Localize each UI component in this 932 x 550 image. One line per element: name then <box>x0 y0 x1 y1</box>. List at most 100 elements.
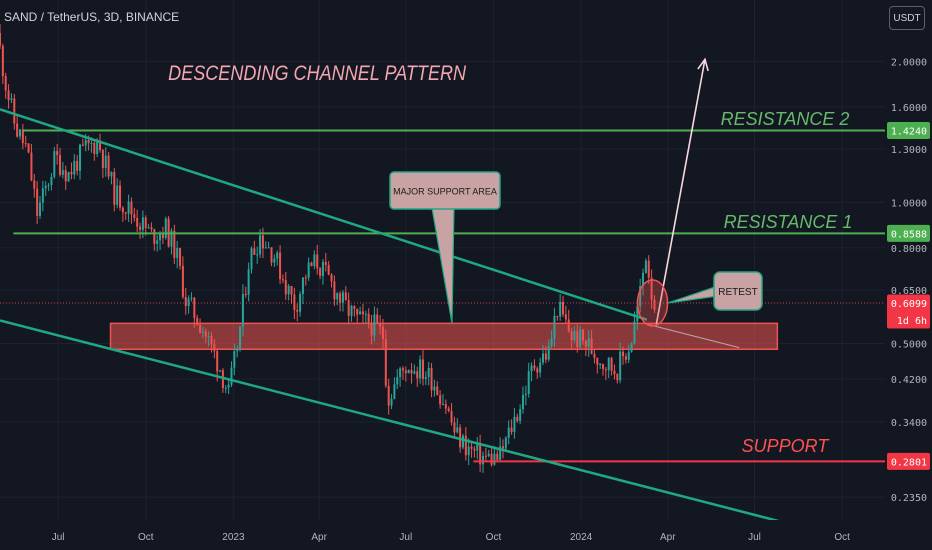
candle <box>476 437 479 460</box>
candle <box>47 183 50 192</box>
candle-body <box>59 155 62 175</box>
candle-body <box>593 353 596 358</box>
candle-body <box>347 300 350 316</box>
candle-body <box>424 377 427 379</box>
candle <box>41 180 44 212</box>
price-tick-label: 0.5000 <box>891 339 927 350</box>
candle <box>33 173 36 198</box>
channel-upper-line <box>0 108 648 321</box>
candle <box>613 364 616 380</box>
candle-body <box>644 260 647 273</box>
price-badge-label: 0.8588 <box>891 229 927 240</box>
candle-body <box>281 279 284 281</box>
candle-body <box>407 370 410 374</box>
candle-body <box>624 356 627 360</box>
candle-body <box>210 335 213 345</box>
candle <box>319 267 322 280</box>
candle <box>602 363 605 376</box>
candle-body <box>373 314 376 336</box>
candle-body <box>444 403 447 409</box>
candle <box>399 366 402 387</box>
candle <box>622 346 625 365</box>
candle <box>124 211 127 220</box>
candle-body <box>190 297 193 299</box>
candle-body <box>330 274 333 282</box>
candle-body <box>433 386 436 391</box>
candle-body <box>341 292 344 303</box>
candle-body <box>553 315 556 339</box>
time-tick-label: Jul <box>748 532 761 543</box>
candle <box>542 344 545 366</box>
candle-body <box>413 371 416 374</box>
candle <box>270 247 273 267</box>
candle-body <box>527 371 530 394</box>
candle <box>127 194 130 222</box>
candle <box>73 154 76 180</box>
candle-body <box>639 285 642 307</box>
candle <box>633 311 636 345</box>
candle <box>101 149 104 178</box>
candle-body <box>19 129 22 137</box>
candle <box>290 285 293 304</box>
price-badge <box>887 452 930 470</box>
candle-body <box>484 455 487 457</box>
candle <box>619 342 622 384</box>
candle <box>210 332 213 353</box>
candle-body <box>564 314 567 320</box>
price-tick-label: 0.3400 <box>891 418 927 429</box>
candle-body <box>427 368 430 378</box>
candle <box>1 43 4 84</box>
candle-body <box>587 338 590 347</box>
countdown-label: 1d 6h <box>897 316 927 327</box>
candle <box>473 445 476 458</box>
candle <box>573 326 576 344</box>
candle-body <box>579 329 582 348</box>
candle-body <box>384 339 387 386</box>
candle-body <box>421 359 424 379</box>
candle <box>67 171 70 183</box>
candle-body <box>73 160 76 175</box>
candle-body <box>336 293 339 300</box>
candle <box>484 447 487 461</box>
candle-body <box>293 294 296 310</box>
candle-body <box>653 299 656 310</box>
candle-body <box>90 142 93 144</box>
candle <box>281 274 284 284</box>
candle <box>653 295 656 313</box>
candle-body <box>279 252 282 280</box>
candle-body <box>576 331 579 348</box>
currency-button[interactable]: USDT <box>889 6 925 30</box>
candle-body <box>216 351 219 372</box>
candle-body <box>507 427 510 438</box>
time-tick-label: Apr <box>311 532 327 543</box>
candle-body <box>604 369 607 371</box>
candle-body <box>547 345 550 360</box>
candle-body <box>367 313 370 325</box>
retest-circle <box>636 279 669 327</box>
candle <box>330 273 333 288</box>
candle <box>584 340 587 357</box>
candle <box>396 369 399 390</box>
candle-body <box>513 416 516 433</box>
candle-body <box>156 240 159 244</box>
candle <box>36 181 39 225</box>
resistance-label: RESISTANCE 2 <box>721 109 850 129</box>
candle <box>353 305 356 317</box>
candle <box>490 448 493 467</box>
candle-body <box>542 353 545 363</box>
candle-body <box>647 260 650 278</box>
candle-body <box>273 258 276 263</box>
candle-body <box>139 226 142 230</box>
candle <box>233 343 236 376</box>
candle <box>376 308 379 325</box>
candle <box>479 434 482 473</box>
candle-body <box>562 301 565 315</box>
candle-body <box>416 371 419 379</box>
candle-body <box>187 298 190 307</box>
candle-body <box>264 247 267 249</box>
candle-body <box>276 252 279 259</box>
candle <box>130 197 133 224</box>
candle <box>393 377 396 400</box>
candle <box>79 143 82 180</box>
